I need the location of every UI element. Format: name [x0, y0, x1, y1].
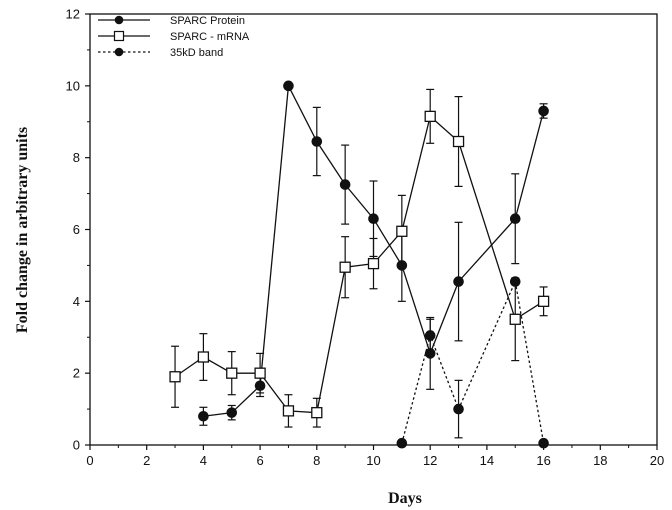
x-tick-label: 12	[423, 453, 437, 468]
data-point	[509, 276, 521, 287]
data-point	[282, 405, 295, 417]
legend-label: SPARC - mRNA	[170, 31, 250, 43]
data-point	[226, 407, 238, 418]
legend-label: SPARC Protein	[170, 15, 245, 27]
x-axis-title: Days	[388, 490, 422, 507]
legend: SPARC Protein SPARC - mRNA 35kD band	[98, 15, 250, 59]
series-layer	[169, 80, 550, 449]
data-point	[368, 213, 379, 225]
x-tick-label: 18	[593, 453, 607, 468]
y-tick-label: 10	[66, 78, 80, 93]
data-point	[283, 80, 294, 92]
data-point	[538, 437, 549, 449]
data-point	[396, 437, 408, 449]
series-line	[401, 279, 545, 444]
x-tick-label: 16	[536, 453, 550, 468]
legend-marker	[114, 15, 124, 25]
x-axis: 0 2 4 6 8 10 12 14 16 18 20	[86, 445, 664, 468]
data-point	[424, 110, 436, 123]
data-point	[509, 213, 521, 225]
y-tick-label: 4	[73, 294, 80, 309]
x-tick-label: 14	[480, 453, 494, 468]
data-point	[453, 276, 464, 287]
data-point	[509, 313, 521, 325]
data-point	[198, 410, 209, 422]
data-point	[311, 136, 323, 147]
y-tick-label: 8	[73, 150, 80, 165]
data-point	[453, 403, 464, 415]
data-point	[339, 179, 351, 190]
data-point	[311, 407, 323, 419]
series-1	[169, 88, 550, 428]
series-0	[198, 80, 549, 426]
data-point	[537, 295, 550, 307]
data-point	[254, 367, 266, 379]
x-tick-label: 4	[200, 453, 207, 468]
legend-marker	[113, 30, 125, 42]
series-2	[396, 276, 549, 449]
data-point	[367, 257, 380, 270]
y-tick-label: 12	[66, 7, 80, 22]
y-tick-label: 2	[73, 366, 80, 381]
y-axis-title: Fold change in arbitrary units	[14, 127, 31, 333]
data-point	[197, 351, 210, 363]
x-tick-label: 20	[650, 453, 664, 468]
x-tick-label: 8	[313, 453, 320, 468]
series-line	[203, 83, 545, 417]
data-point	[169, 371, 181, 383]
y-tick-label: 6	[73, 222, 80, 237]
data-point	[339, 261, 351, 273]
data-point	[396, 225, 408, 237]
data-point	[452, 135, 465, 148]
y-tick-label: 0	[73, 438, 80, 453]
y-axis: 0 2 4 6 8 10 12	[66, 7, 90, 453]
x-tick-label: 6	[256, 453, 263, 468]
x-tick-label: 10	[366, 453, 380, 468]
data-point	[538, 105, 549, 117]
legend-label: 35kD band	[170, 47, 223, 59]
data-point	[226, 367, 238, 379]
x-tick-label: 0	[86, 453, 93, 468]
x-tick-label: 2	[143, 453, 150, 468]
data-point	[424, 330, 436, 341]
legend-marker	[114, 47, 124, 57]
